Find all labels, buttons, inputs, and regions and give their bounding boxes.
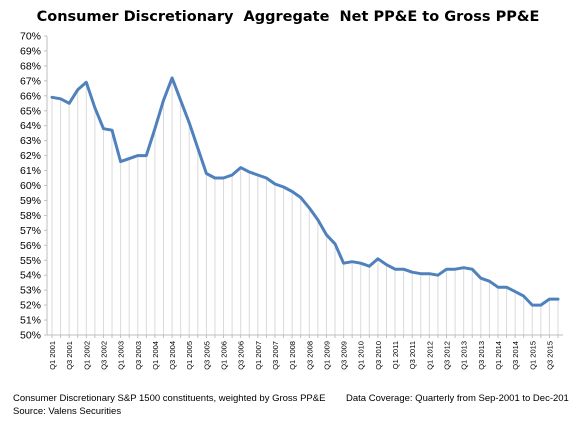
x-tick-label: Q1 2003 xyxy=(117,341,126,370)
chart-title: Consumer Discretionary Aggregate Net PP&… xyxy=(36,9,540,25)
x-tick-label: Q3 2013 xyxy=(477,341,486,370)
y-tick-label: 67% xyxy=(20,75,41,87)
y-tick-label: 51% xyxy=(20,315,41,327)
area-fill-hatching xyxy=(51,77,559,335)
y-tick-label: 61% xyxy=(20,165,41,177)
y-tick-label: 50% xyxy=(20,330,41,342)
y-tick-label: 63% xyxy=(20,135,41,147)
x-tick-label: Q3 2010 xyxy=(374,341,383,370)
x-tick-label: Q3 2003 xyxy=(134,341,143,370)
y-tick-label: 60% xyxy=(20,180,41,192)
y-axis-ticks: 50% 51% 52% 53% 54% 55% 56% 57% 58% 59% 60% 61% 62% 6… xyxy=(20,31,47,342)
y-tick-label: 58% xyxy=(20,210,41,222)
x-tick-label: Q3 2008 xyxy=(305,341,314,370)
y-tick-label: 64% xyxy=(20,120,41,132)
x-tick-label: Q1 2009 xyxy=(322,341,331,370)
y-tick-label: 52% xyxy=(20,300,41,312)
x-tick-label: Q1 2007 xyxy=(254,341,263,370)
y-tick-label: 66% xyxy=(20,90,41,102)
x-tick-label: Q3 2011 xyxy=(408,341,417,369)
y-tick-label: 57% xyxy=(20,225,41,237)
footnote-constituents: Consumer Discretionary S&P 1500 constitu… xyxy=(13,393,326,404)
line-chart: 50% 51% 52% 53% 54% 55% 56% 57% 58% 59% 60% 61% 62% 6… xyxy=(20,31,563,370)
x-tick-label: Q1 2006 xyxy=(220,341,229,370)
x-tick-label: Q1 2013 xyxy=(460,341,469,370)
y-tick-label: 55% xyxy=(20,255,41,267)
x-tick-label: Q1 2014 xyxy=(494,341,503,370)
x-tick-label: Q3 2006 xyxy=(237,341,246,370)
y-tick-label: 62% xyxy=(20,150,41,162)
y-tick-label: 59% xyxy=(20,195,41,207)
y-tick-label: 69% xyxy=(20,45,41,57)
x-tick-label: Q3 2005 xyxy=(202,341,211,370)
x-tick-label: Q1 2011 xyxy=(391,341,400,369)
y-tick-label: 56% xyxy=(20,240,41,252)
x-tick-label: Q3 2007 xyxy=(271,341,280,370)
x-tick-label: Q3 2009 xyxy=(340,341,349,370)
x-axis-ticks: Q1 2001 Q3 2001 Q1 2002 Q3 2002 Q1 2003 Q3 20… xyxy=(48,335,559,370)
x-tick-label: Q3 2002 xyxy=(99,341,108,370)
x-tick-label: Q1 2010 xyxy=(357,341,366,370)
y-tick-label: 65% xyxy=(20,105,41,117)
x-tick-label: Q1 2002 xyxy=(82,341,91,370)
y-tick-label: 53% xyxy=(20,285,41,297)
x-tick-label: Q1 2012 xyxy=(425,341,434,370)
x-tick-label: Q1 2008 xyxy=(288,341,297,370)
x-tick-label: Q1 2015 xyxy=(528,341,537,370)
y-tick-label: 70% xyxy=(20,31,41,43)
y-tick-label: 68% xyxy=(20,60,41,72)
series-line xyxy=(50,76,560,307)
footnote-source: Source: Valens Securities xyxy=(13,406,122,417)
x-tick-label: Q1 2004 xyxy=(151,341,160,370)
x-tick-label: Q3 2004 xyxy=(168,341,177,370)
x-tick-label: Q1 2001 xyxy=(48,341,57,370)
x-tick-label: Q1 2005 xyxy=(185,341,194,370)
x-tick-label: Q3 2015 xyxy=(545,341,554,370)
x-tick-label: Q3 2001 xyxy=(65,341,74,370)
footnote-coverage: Data Coverage: Quarterly from Sep-2001 t… xyxy=(346,393,569,404)
x-tick-label: Q3 2012 xyxy=(443,341,452,370)
x-tick-label: Q3 2014 xyxy=(511,341,520,370)
y-tick-label: 54% xyxy=(20,270,41,282)
